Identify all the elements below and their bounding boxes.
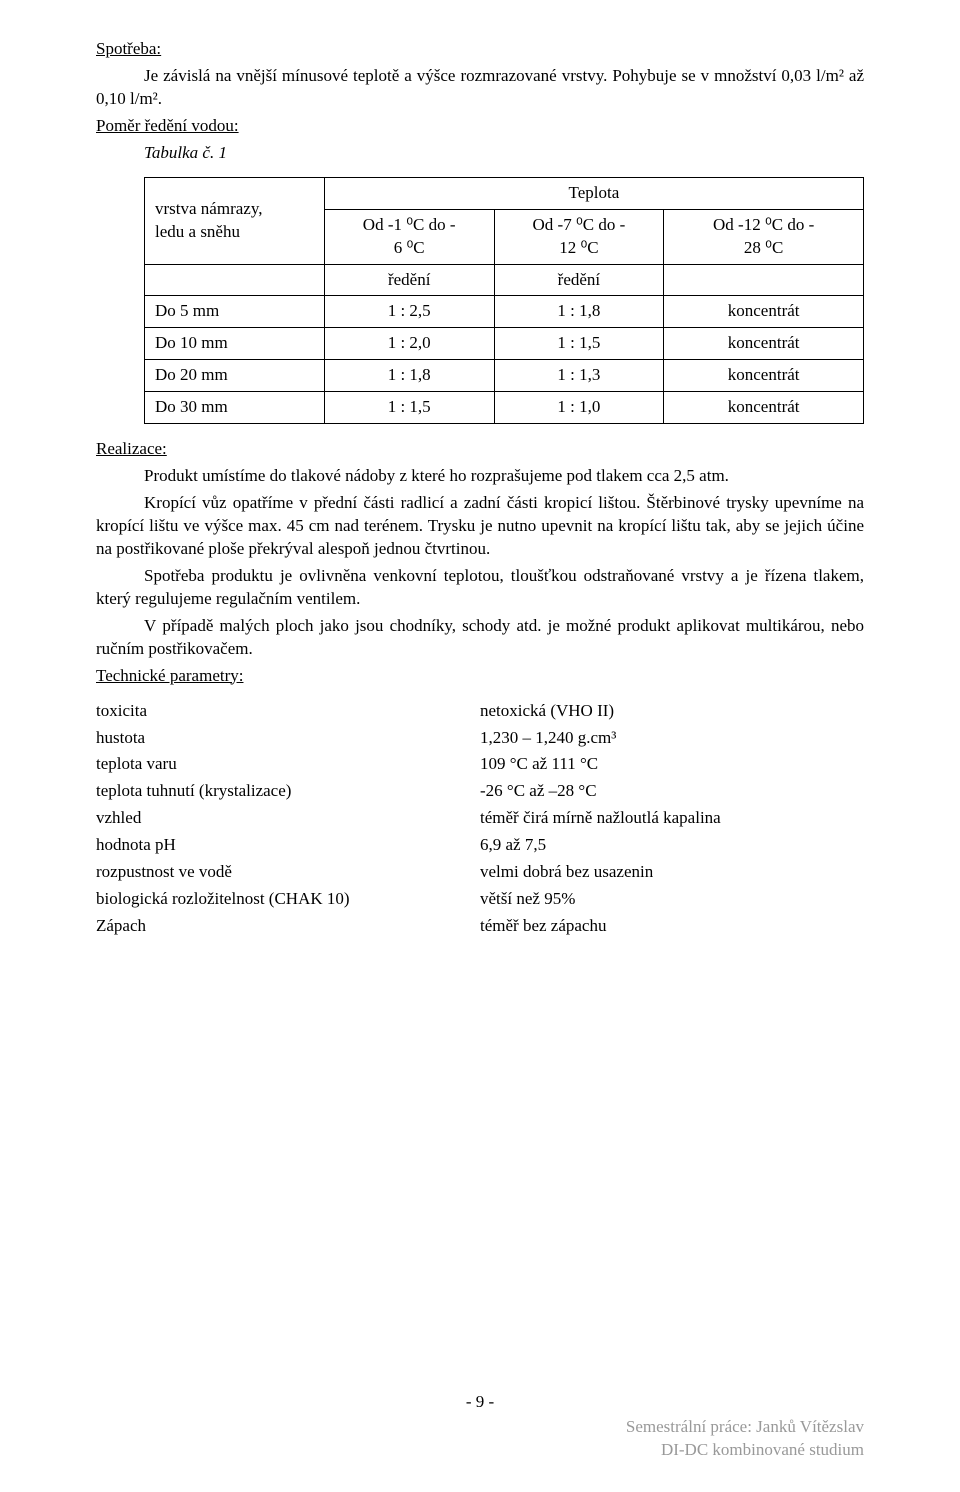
table-row: hustota1,230 – 1,240 g.cm³: [96, 725, 864, 752]
row-val: 1 : 1,3: [494, 360, 664, 392]
row-val: koncentrát: [664, 360, 864, 392]
realizace-p3: Spotřeba produktu je ovlivněna venkovní …: [96, 565, 864, 611]
table-row: teplota tuhnutí (krystalizace)-26 °C až …: [96, 778, 864, 805]
param-key: vzhled: [96, 805, 480, 832]
param-val: 6,9 až 7,5: [480, 832, 864, 859]
realizace-p2: Kropící vůz opatříme v přední části radl…: [96, 492, 864, 561]
temp2-bot: 12 ⁰C: [559, 238, 598, 257]
footer: - 9 - Semestrální práce: Janků Vítězslav…: [96, 1391, 864, 1462]
row-label: Do 10 mm: [145, 328, 325, 360]
footer-line2: DI-DC kombinované studium: [661, 1440, 864, 1459]
temp-range-3: Od -12 ⁰C do - 28 ⁰C: [664, 209, 864, 264]
footer-credits: Semestrální práce: Janků Vítězslav DI-DC…: [96, 1416, 864, 1462]
param-val: netoxická (VHO II): [480, 698, 864, 725]
table-row: rozpustnost ve voděvelmi dobrá bez usaze…: [96, 859, 864, 886]
heading-pomer: Poměr ředění vodou:: [96, 115, 864, 138]
param-key: teplota tuhnutí (krystalizace): [96, 778, 480, 805]
teplota-header-cell: Teplota: [324, 177, 863, 209]
temp1-bot: 6 ⁰C: [394, 238, 425, 257]
param-val: 1,230 – 1,240 g.cm³: [480, 725, 864, 752]
intro-paragraph: Je závislá na vnější mínusové teplotě a …: [96, 65, 864, 111]
table-row: Do 30 mm 1 : 1,5 1 : 1,0 koncentrát: [145, 392, 864, 424]
table-row: teplota varu109 °C až 111 °C: [96, 751, 864, 778]
param-key: teplota varu: [96, 751, 480, 778]
row-val: 1 : 2,0: [324, 328, 494, 360]
heading-spotreba: Spotřeba:: [96, 38, 864, 61]
row-val: koncentrát: [664, 392, 864, 424]
page-container: Spotřeba: Je závislá na vnější mínusové …: [0, 0, 960, 1492]
table-row: vzhledtéměř čirá mírně nažloutlá kapalin…: [96, 805, 864, 832]
table-row: biologická rozložitelnost (CHAK 10)větší…: [96, 886, 864, 913]
table-row: Do 20 mm 1 : 1,8 1 : 1,3 koncentrát: [145, 360, 864, 392]
row-val: 1 : 1,0: [494, 392, 664, 424]
row-val: 1 : 1,5: [324, 392, 494, 424]
table-row: Zápachtéměř bez zápachu: [96, 913, 864, 940]
dilution-table: vrstva námrazy, ledu a sněhu Teplota Od …: [144, 177, 864, 425]
param-val: velmi dobrá bez usazenin: [480, 859, 864, 886]
empty-cell: [664, 264, 864, 296]
param-val: -26 °C až –28 °C: [480, 778, 864, 805]
param-key: Zápach: [96, 913, 480, 940]
param-val: 109 °C až 111 °C: [480, 751, 864, 778]
param-key: hustota: [96, 725, 480, 752]
spacer: [96, 424, 864, 438]
temp3-bot: 28 ⁰C: [744, 238, 783, 257]
empty-cell: [145, 264, 325, 296]
row-val: 1 : 2,5: [324, 296, 494, 328]
param-key: hodnota pH: [96, 832, 480, 859]
row-val: 1 : 1,5: [494, 328, 664, 360]
param-key: toxicita: [96, 698, 480, 725]
table-row: toxicitanetoxická (VHO II): [96, 698, 864, 725]
page-number: - 9 -: [96, 1391, 864, 1414]
temp-range-1: Od -1 ⁰C do - 6 ⁰C: [324, 209, 494, 264]
temp-range-2: Od -7 ⁰C do - 12 ⁰C: [494, 209, 664, 264]
corner-line1: vrstva námrazy,: [155, 199, 262, 218]
row-label: Do 5 mm: [145, 296, 325, 328]
param-val: větší než 95%: [480, 886, 864, 913]
param-key: biologická rozložitelnost (CHAK 10): [96, 886, 480, 913]
row-label: Do 20 mm: [145, 360, 325, 392]
heading-realizace: Realizace:: [96, 438, 864, 461]
table-row: vrstva námrazy, ledu a sněhu Teplota: [145, 177, 864, 209]
row-val: 1 : 1,8: [494, 296, 664, 328]
row-val: koncentrát: [664, 296, 864, 328]
row-val: 1 : 1,8: [324, 360, 494, 392]
temp1-top: Od -1 ⁰C do -: [363, 215, 456, 234]
redeni-cell-1: ředění: [324, 264, 494, 296]
realizace-p1: Produkt umístíme do tlakové nádoby z kte…: [144, 465, 864, 488]
table-caption: Tabulka č. 1: [96, 142, 864, 165]
corner-cell: vrstva námrazy, ledu a sněhu: [145, 177, 325, 264]
row-label: Do 30 mm: [145, 392, 325, 424]
table-row: hodnota pH6,9 až 7,5: [96, 832, 864, 859]
footer-line1: Semestrální práce: Janků Vítězslav: [626, 1417, 864, 1436]
table-row: Do 10 mm 1 : 2,0 1 : 1,5 koncentrát: [145, 328, 864, 360]
table-row: Do 5 mm 1 : 2,5 1 : 1,8 koncentrát: [145, 296, 864, 328]
param-val: téměř bez zápachu: [480, 913, 864, 940]
realizace-p4: V případě malých ploch jako jsou chodník…: [96, 615, 864, 661]
temp2-top: Od -7 ⁰C do -: [533, 215, 626, 234]
table-row: ředění ředění: [145, 264, 864, 296]
row-val: koncentrát: [664, 328, 864, 360]
redeni-cell-2: ředění: [494, 264, 664, 296]
heading-technicke: Technické parametry:: [96, 665, 864, 688]
temp3-top: Od -12 ⁰C do -: [713, 215, 814, 234]
corner-line2: ledu a sněhu: [155, 222, 240, 241]
param-key: rozpustnost ve vodě: [96, 859, 480, 886]
param-val: téměř čirá mírně nažloutlá kapalina: [480, 805, 864, 832]
params-table: toxicitanetoxická (VHO II) hustota1,230 …: [96, 698, 864, 940]
